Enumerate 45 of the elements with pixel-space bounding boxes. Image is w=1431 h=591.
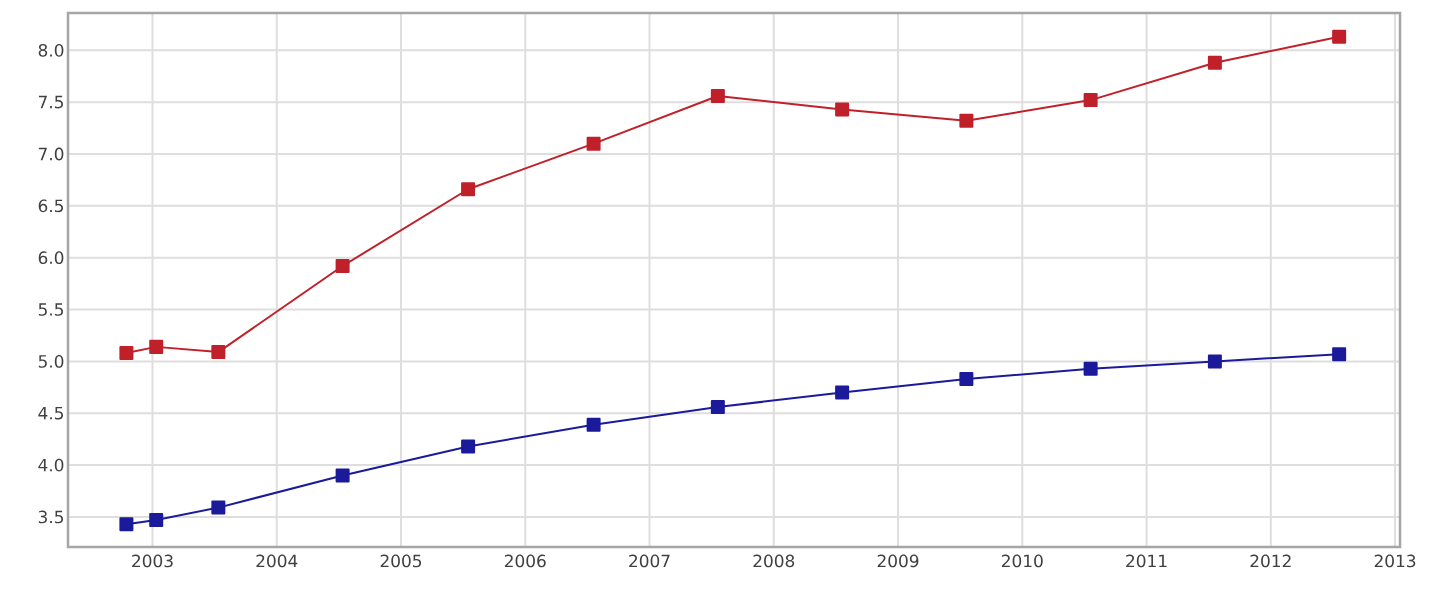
point <box>119 346 134 361</box>
x-tick-label: 2009 <box>877 554 919 568</box>
y-tick-label: 3.5 <box>38 510 63 524</box>
y-tick-label: 5.0 <box>38 354 64 368</box>
point <box>835 385 850 400</box>
x-tick-label: 2003 <box>132 554 173 568</box>
x-tick-label: 2004 <box>256 554 298 568</box>
point <box>119 517 134 532</box>
point <box>335 259 350 273</box>
point <box>835 102 850 117</box>
x-tick-label: 2005 <box>380 554 422 568</box>
point <box>211 500 226 515</box>
x-tick-label: 2010 <box>1001 554 1043 568</box>
y-tick-label: 7.0 <box>38 147 64 161</box>
y-tick-label: 6.5 <box>38 199 63 213</box>
x-tick-label: 2013 <box>1374 554 1416 568</box>
y-tick-label: 7.5 <box>38 95 63 109</box>
y-tick-label: 4.5 <box>38 406 63 420</box>
point <box>710 400 725 415</box>
point <box>461 439 476 454</box>
point <box>1332 347 1347 362</box>
point <box>461 182 476 197</box>
y-tick-label: 5.5 <box>38 303 63 316</box>
x-tick-label: 2012 <box>1250 554 1291 568</box>
point <box>1207 55 1222 70</box>
point <box>959 372 974 387</box>
point <box>586 417 601 432</box>
point <box>586 136 601 151</box>
y-tick-label: 6.0 <box>38 251 64 265</box>
y-tick-label: 8.0 <box>38 43 64 57</box>
x-tick-label: 2011 <box>1126 554 1167 568</box>
point <box>1083 93 1098 108</box>
point <box>335 468 350 483</box>
point <box>211 345 226 360</box>
x-tick-label: 2006 <box>504 554 546 568</box>
point <box>959 113 974 128</box>
point <box>1332 29 1347 44</box>
point <box>149 513 164 528</box>
point <box>710 88 725 103</box>
point <box>1083 361 1098 376</box>
x-tick-label: 2008 <box>753 554 795 568</box>
point <box>149 339 164 354</box>
x-tick-label: 2007 <box>629 554 670 568</box>
y-tick-label: 4.0 <box>38 458 64 472</box>
point <box>1207 354 1222 369</box>
